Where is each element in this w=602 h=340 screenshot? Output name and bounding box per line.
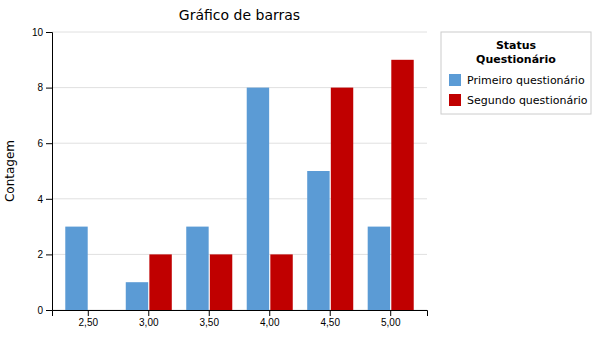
bar — [331, 88, 353, 310]
legend-label: Primeiro questionário — [467, 74, 585, 87]
bar — [307, 171, 329, 310]
y-tick-mark — [46, 310, 52, 311]
grid-line — [52, 143, 427, 144]
y-tick-label: 0 — [37, 305, 43, 316]
y-tick-label: 6 — [37, 138, 43, 149]
x-tick-mark — [148, 310, 149, 316]
x-axis: 2,50 3,00 3,50 4,00 4,50 5,00 — [53, 310, 428, 328]
legend-box — [441, 32, 591, 114]
x-axis-line — [53, 311, 428, 317]
grid-line — [52, 198, 427, 199]
legend-swatch — [449, 94, 461, 106]
x-tick-label: 4,00 — [260, 317, 280, 328]
chart: 0 2 4 6 8 10 2,50 3,00 3,50 4,00 4,50 5,00 Gráfico d… — [0, 0, 602, 340]
bar — [186, 227, 208, 310]
bar — [65, 227, 87, 310]
x-tick: 3,00 — [139, 310, 159, 328]
x-tick-label: 5,00 — [381, 317, 401, 328]
y-axis: 0 2 4 6 8 10 — [32, 27, 53, 316]
y-tick-label: 4 — [37, 194, 43, 205]
x-tick-mark — [88, 310, 89, 316]
x-tick: 3,50 — [200, 310, 220, 328]
y-axis-title: Contagem — [3, 140, 17, 202]
bar — [210, 254, 232, 310]
bar — [391, 60, 413, 310]
legend-item: Segundo questionário — [449, 94, 588, 107]
y-tick-mark — [46, 32, 52, 33]
bar-series — [149, 60, 413, 310]
bar-series — [65, 88, 390, 310]
legend-swatch — [449, 74, 461, 86]
x-tick: 5,00 — [381, 310, 401, 328]
x-tick-mark — [330, 310, 331, 316]
x-tick-mark — [269, 310, 270, 316]
legend-label: Segundo questionário — [467, 94, 588, 107]
y-tick-mark — [46, 88, 52, 89]
y-tick: 2 — [37, 249, 52, 260]
bar — [368, 227, 390, 310]
y-tick-mark — [46, 199, 52, 200]
x-tick-label: 2,50 — [79, 317, 99, 328]
bar — [270, 254, 292, 310]
y-tick-mark — [46, 254, 52, 255]
title: Gráfico de barras — [179, 7, 300, 23]
y-tick: 4 — [37, 194, 52, 205]
bar — [126, 282, 148, 310]
x-tick-label: 3,00 — [139, 317, 159, 328]
legend-item: Primeiro questionário — [449, 74, 585, 87]
bars — [65, 60, 413, 310]
x-tick-mark — [209, 310, 210, 316]
y-tick-label: 10 — [32, 27, 44, 38]
y-tick: 8 — [37, 82, 52, 93]
x-tick: 4,00 — [260, 310, 280, 328]
y-tick: 0 — [37, 305, 52, 316]
y-axis-line — [46, 33, 53, 311]
x-tick-label: 3,50 — [200, 317, 220, 328]
y-tick-mark — [46, 143, 52, 144]
grid — [52, 32, 427, 310]
grid-line — [52, 87, 427, 88]
grid-line — [52, 32, 427, 33]
y-tick-label: 8 — [37, 82, 43, 93]
x-tick-label: 4,50 — [320, 317, 340, 328]
x-tick: 2,50 — [79, 310, 99, 328]
x-tick: 4,50 — [320, 310, 340, 328]
legend: StatusQuestionário Primeiro questionário S… — [441, 32, 591, 114]
bar — [149, 254, 171, 310]
y-tick: 6 — [37, 138, 52, 149]
legend-title: StatusQuestionário — [476, 39, 556, 66]
plot: 0 2 4 6 8 10 2,50 3,00 3,50 4,00 4,50 5,00 — [32, 27, 428, 328]
y-tick-label: 2 — [37, 249, 43, 260]
bar — [247, 88, 269, 310]
y-tick: 10 — [32, 27, 52, 38]
x-tick-mark — [390, 310, 391, 316]
bar — [89, 310, 111, 311]
